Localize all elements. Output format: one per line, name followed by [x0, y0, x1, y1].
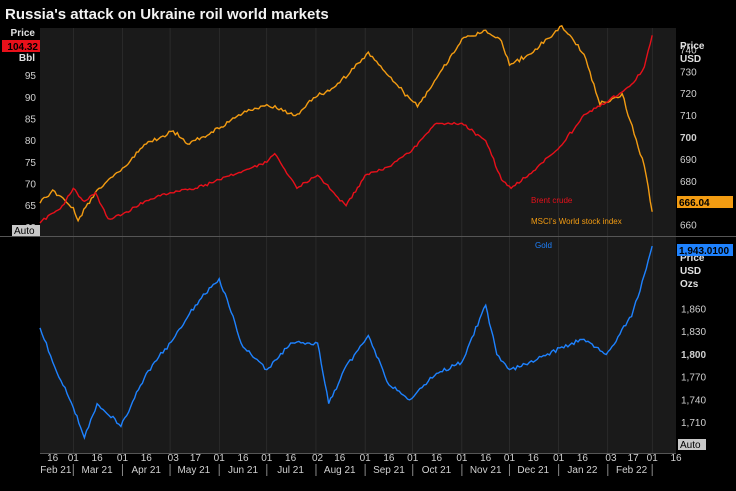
- brent-axis-tick: 80: [25, 136, 37, 147]
- x-day-tick: 16: [670, 453, 682, 464]
- gold-axis-unit: Ozs: [680, 279, 699, 290]
- x-month-label: May 21: [177, 465, 210, 476]
- bottom-auto-button-label: Auto: [680, 440, 701, 451]
- x-day-tick: 02: [312, 453, 324, 464]
- x-day-tick: 16: [334, 453, 346, 464]
- msci-world-line: [39, 24, 653, 223]
- x-day-tick: 01: [261, 453, 273, 464]
- x-day-tick: 16: [47, 453, 59, 464]
- legend-msci-world: MSCI's World stock index: [531, 217, 622, 226]
- x-day-tick: 01: [456, 453, 468, 464]
- msci-axis-tick: 680: [680, 177, 697, 188]
- x-day-tick: 16: [383, 453, 395, 464]
- msci-axis-tick: 720: [680, 89, 697, 100]
- series-layer: [39, 24, 653, 441]
- brent-axis-unit: Price: [11, 28, 36, 39]
- legend-brent-crude: Brent crude: [531, 196, 573, 205]
- x-month-label: Apr 21: [132, 465, 162, 476]
- brent-axis-tick: 75: [25, 158, 37, 169]
- x-day-tick: 01: [68, 453, 80, 464]
- gold-line: [39, 245, 653, 441]
- gold-axis-tick: 1,830: [681, 327, 706, 338]
- brent-last-value-bg: [2, 40, 40, 52]
- legend-gold: Gold: [535, 241, 552, 250]
- msci-axis-tick: 730: [680, 67, 697, 78]
- brent-last-value: 104.32: [2, 40, 40, 53]
- axes: 6065707580859095PriceBbl6606706806907007…: [0, 28, 736, 476]
- bottom-auto-button-box[interactable]: [678, 439, 706, 450]
- x-day-tick: 03: [168, 453, 180, 464]
- msci-axis-tick: 690: [680, 155, 697, 166]
- grid: [73, 28, 653, 453]
- x-day-tick: 16: [141, 453, 153, 464]
- msci-axis-unit: USD: [680, 54, 701, 65]
- brent-axis-unit: Bbl: [19, 53, 35, 64]
- x-day-tick: 16: [480, 453, 492, 464]
- x-day-tick: 01: [407, 453, 419, 464]
- x-day-tick: 01: [360, 453, 372, 464]
- x-day-tick: 01: [504, 453, 516, 464]
- x-month-label: Dec 21: [517, 465, 549, 476]
- chart-title: Russia's attack on Ukraine roil world ma…: [5, 6, 329, 23]
- x-month-label: Oct 21: [422, 465, 452, 476]
- x-day-tick: 16: [431, 453, 443, 464]
- gold-axis-unit: Price: [680, 253, 705, 264]
- brent-crude-line: [39, 35, 653, 224]
- x-day-tick: 01: [117, 453, 129, 464]
- x-day-tick: 16: [92, 453, 104, 464]
- x-day-tick: 16: [528, 453, 540, 464]
- x-month-label: Nov 21: [470, 465, 502, 476]
- msci-last-value-text: 666.04: [679, 198, 710, 209]
- x-month-label: Feb 22: [616, 465, 648, 476]
- x-day-tick: 01: [553, 453, 565, 464]
- x-month-label: Aug 21: [324, 465, 356, 476]
- gold-last-value-text: 1,943.0100: [679, 246, 729, 257]
- brent-axis-tick: 85: [25, 115, 37, 126]
- gold-axis-tick: 1,800: [681, 350, 706, 361]
- gold-axis-tick: 1,710: [681, 418, 706, 429]
- msci-last-value-bg: [677, 196, 733, 208]
- msci-last-value: 666.04: [677, 196, 733, 209]
- gold-last-value-bg: [677, 244, 733, 256]
- msci-axis-tick: 740: [680, 45, 697, 56]
- x-month-label: Jun 21: [228, 465, 258, 476]
- x-month-label: Jul 21: [277, 465, 304, 476]
- top-panel: [40, 28, 676, 236]
- brent-axis-tick: 65: [25, 201, 37, 212]
- x-month-label: Sep 21: [373, 465, 405, 476]
- brent-axis-tick: 90: [25, 93, 37, 104]
- x-day-tick: 03: [605, 453, 617, 464]
- gold-axis-tick: 1,740: [681, 395, 706, 406]
- msci-axis-unit: Price: [680, 41, 705, 52]
- x-day-tick: 01: [647, 453, 659, 464]
- x-day-tick: 16: [237, 453, 249, 464]
- gold-axis-tick: 1,860: [681, 305, 706, 316]
- gold-axis-tick: 1,770: [681, 373, 706, 384]
- msci-axis-tick: 660: [680, 221, 697, 232]
- x-day-tick: 01: [214, 453, 226, 464]
- brent-last-value-text: 104.32: [7, 42, 38, 53]
- gold-axis-unit: USD: [680, 266, 701, 277]
- brent-axis-tick: 95: [25, 71, 37, 82]
- x-month-label: Feb 21: [40, 465, 72, 476]
- bottom-auto-button[interactable]: Auto: [678, 439, 706, 451]
- msci-axis-tick: 710: [680, 111, 697, 122]
- top-auto-button-label: Auto: [14, 226, 35, 237]
- x-day-tick: 16: [285, 453, 297, 464]
- x-day-tick: 17: [190, 453, 202, 464]
- top-auto-button[interactable]: Auto: [12, 225, 40, 237]
- top-auto-button-box[interactable]: [12, 225, 40, 236]
- x-day-tick: 17: [628, 453, 640, 464]
- brent-axis-tick: 70: [25, 180, 37, 191]
- label-layer: Brent crude MSCI's World stock index Gold 1…: [2, 40, 733, 257]
- bottom-panel: [40, 237, 676, 453]
- gold-last-value: 1,943.0100: [677, 244, 733, 257]
- x-month-label: Mar 21: [82, 465, 114, 476]
- msci-axis-tick: 700: [680, 133, 697, 144]
- x-month-label: Jan 22: [567, 465, 597, 476]
- x-day-tick: 16: [577, 453, 589, 464]
